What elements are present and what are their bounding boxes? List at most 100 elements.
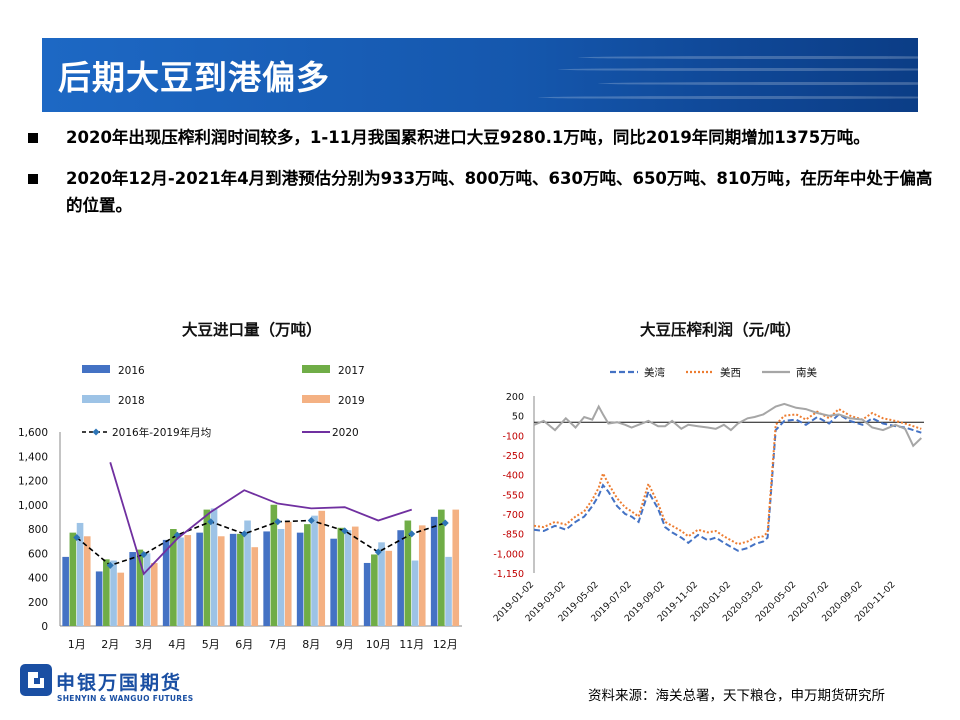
bar [251, 547, 259, 626]
legend-label: 2016年-2019年月均 [112, 426, 211, 439]
y-tick-label: -250 [502, 451, 524, 462]
x-tick-label: 8月 [302, 638, 320, 651]
logo-en-text: SHENYIN & WANGUO FUTURES [57, 694, 194, 703]
bar [103, 559, 110, 626]
bar [351, 526, 359, 626]
x-tick-label: 12月 [433, 638, 458, 651]
bar [378, 542, 385, 626]
bar [196, 532, 203, 626]
average-point [341, 527, 349, 535]
bar [418, 525, 426, 626]
bullet-text: 2020年出现压榨利润时间较多，1-11月我国累积进口大豆9280.1万吨，同比… [66, 128, 870, 147]
average-point [240, 530, 248, 538]
series-line [533, 413, 922, 552]
logo-cn-text: 申银万国期货 [56, 672, 183, 694]
square-bullet-icon [28, 133, 38, 143]
x-tick-label: 10月 [366, 638, 391, 651]
average-point [441, 519, 449, 527]
source-note: 资料来源：海关总署，天下粮仓，申万期货研究所 [588, 688, 885, 704]
legend-swatch [302, 365, 330, 373]
import-chart-title: 大豆进口量（万吨） [182, 321, 322, 339]
bar [270, 504, 278, 626]
legend-label: 2020 [332, 427, 359, 439]
y-tick-label: -1,000 [493, 549, 524, 560]
bullet-list: 2020年出现压榨利润时间较多，1-11月我国累积进口大豆9280.1万吨，同比… [28, 124, 940, 233]
bar [404, 520, 412, 626]
average-point [307, 517, 315, 525]
bar [95, 571, 103, 626]
bar [184, 535, 192, 626]
bar [337, 527, 345, 626]
bar [129, 552, 136, 626]
bar [62, 556, 69, 626]
y-tick-label: 0 [41, 621, 48, 633]
bar [150, 562, 158, 626]
bar [344, 530, 352, 626]
bullet-item: 2020年12月-2021年4月到港预估分别为933万吨、800万吨、630万吨… [28, 165, 940, 219]
bar [210, 508, 218, 626]
average-point [408, 530, 416, 538]
series-line [533, 402, 922, 448]
bar [385, 550, 393, 626]
y-tick-label: 800 [28, 524, 48, 536]
legend-label: 美湾 [644, 366, 665, 379]
bar [371, 554, 378, 626]
bar [411, 560, 419, 626]
x-tick-label: 9月 [336, 638, 354, 651]
margin-chart-title: 大豆压榨利润（元/吨） [640, 321, 801, 339]
x-tick-label: 5月 [202, 638, 220, 651]
bar [83, 536, 91, 626]
bar [330, 538, 337, 626]
y-tick-label: -550 [502, 490, 524, 501]
crush-margin-chart: 美湾 美西 南美 200 50 -100 -250 -400 -550 -700 -850 -1,00… [492, 366, 924, 624]
x-tick-label: 4月 [168, 638, 186, 651]
y-tick-label: 1,400 [18, 451, 48, 463]
y-tick-label: 400 [28, 573, 48, 585]
bar [110, 560, 117, 626]
bar [397, 530, 404, 626]
bullet-text: 2020年12月-2021年4月到港预估分别为933万吨、800万吨、630万吨… [66, 169, 933, 215]
x-tick-label: 6月 [235, 638, 253, 651]
x-tick-label: 2月 [101, 638, 119, 651]
bar [237, 533, 244, 626]
bar [244, 520, 251, 626]
bar [76, 522, 84, 626]
bar [170, 529, 177, 626]
series-2020-line [109, 462, 413, 576]
legend-label: 2016 [118, 365, 145, 377]
bullet-item: 2020年出现压榨利润时间较多，1-11月我国累积进口大豆9280.1万吨，同比… [28, 124, 940, 151]
y-tick-label: -700 [502, 510, 524, 521]
series-line [533, 407, 922, 546]
y-tick-label: -100 [502, 431, 524, 442]
average-point [73, 533, 81, 541]
legend-label: 2017 [338, 365, 365, 377]
x-tick-label: 7月 [269, 638, 287, 651]
bar [363, 562, 371, 626]
bar [318, 510, 326, 626]
soybean-import-chart: 2016 2017 2018 2019 2016年-2019年月均 2020 0 200 400… [18, 365, 462, 651]
y-tick-label: -400 [502, 471, 524, 482]
bar [143, 553, 151, 626]
bar [430, 516, 438, 626]
bar [229, 533, 237, 626]
y-tick-label: 1,000 [18, 500, 48, 512]
bar [177, 537, 184, 626]
bar [217, 536, 225, 626]
y-tick-label: 50 [512, 412, 524, 423]
x-tick-label: 3月 [135, 638, 153, 651]
y-tick-label: 600 [28, 548, 48, 560]
bar [296, 532, 304, 626]
y-tick-label: 200 [506, 392, 524, 403]
y-tick-label: 200 [28, 597, 48, 609]
bar [311, 515, 318, 626]
square-bullet-icon [28, 174, 38, 184]
average-point [374, 548, 382, 556]
bar [117, 572, 125, 626]
legend-marker [92, 428, 100, 436]
average-point [207, 518, 215, 526]
average-point [106, 561, 114, 569]
bar [136, 549, 144, 626]
y-tick-label: -1,150 [493, 569, 524, 580]
bar [452, 509, 460, 626]
legend-label: 南美 [796, 366, 817, 379]
